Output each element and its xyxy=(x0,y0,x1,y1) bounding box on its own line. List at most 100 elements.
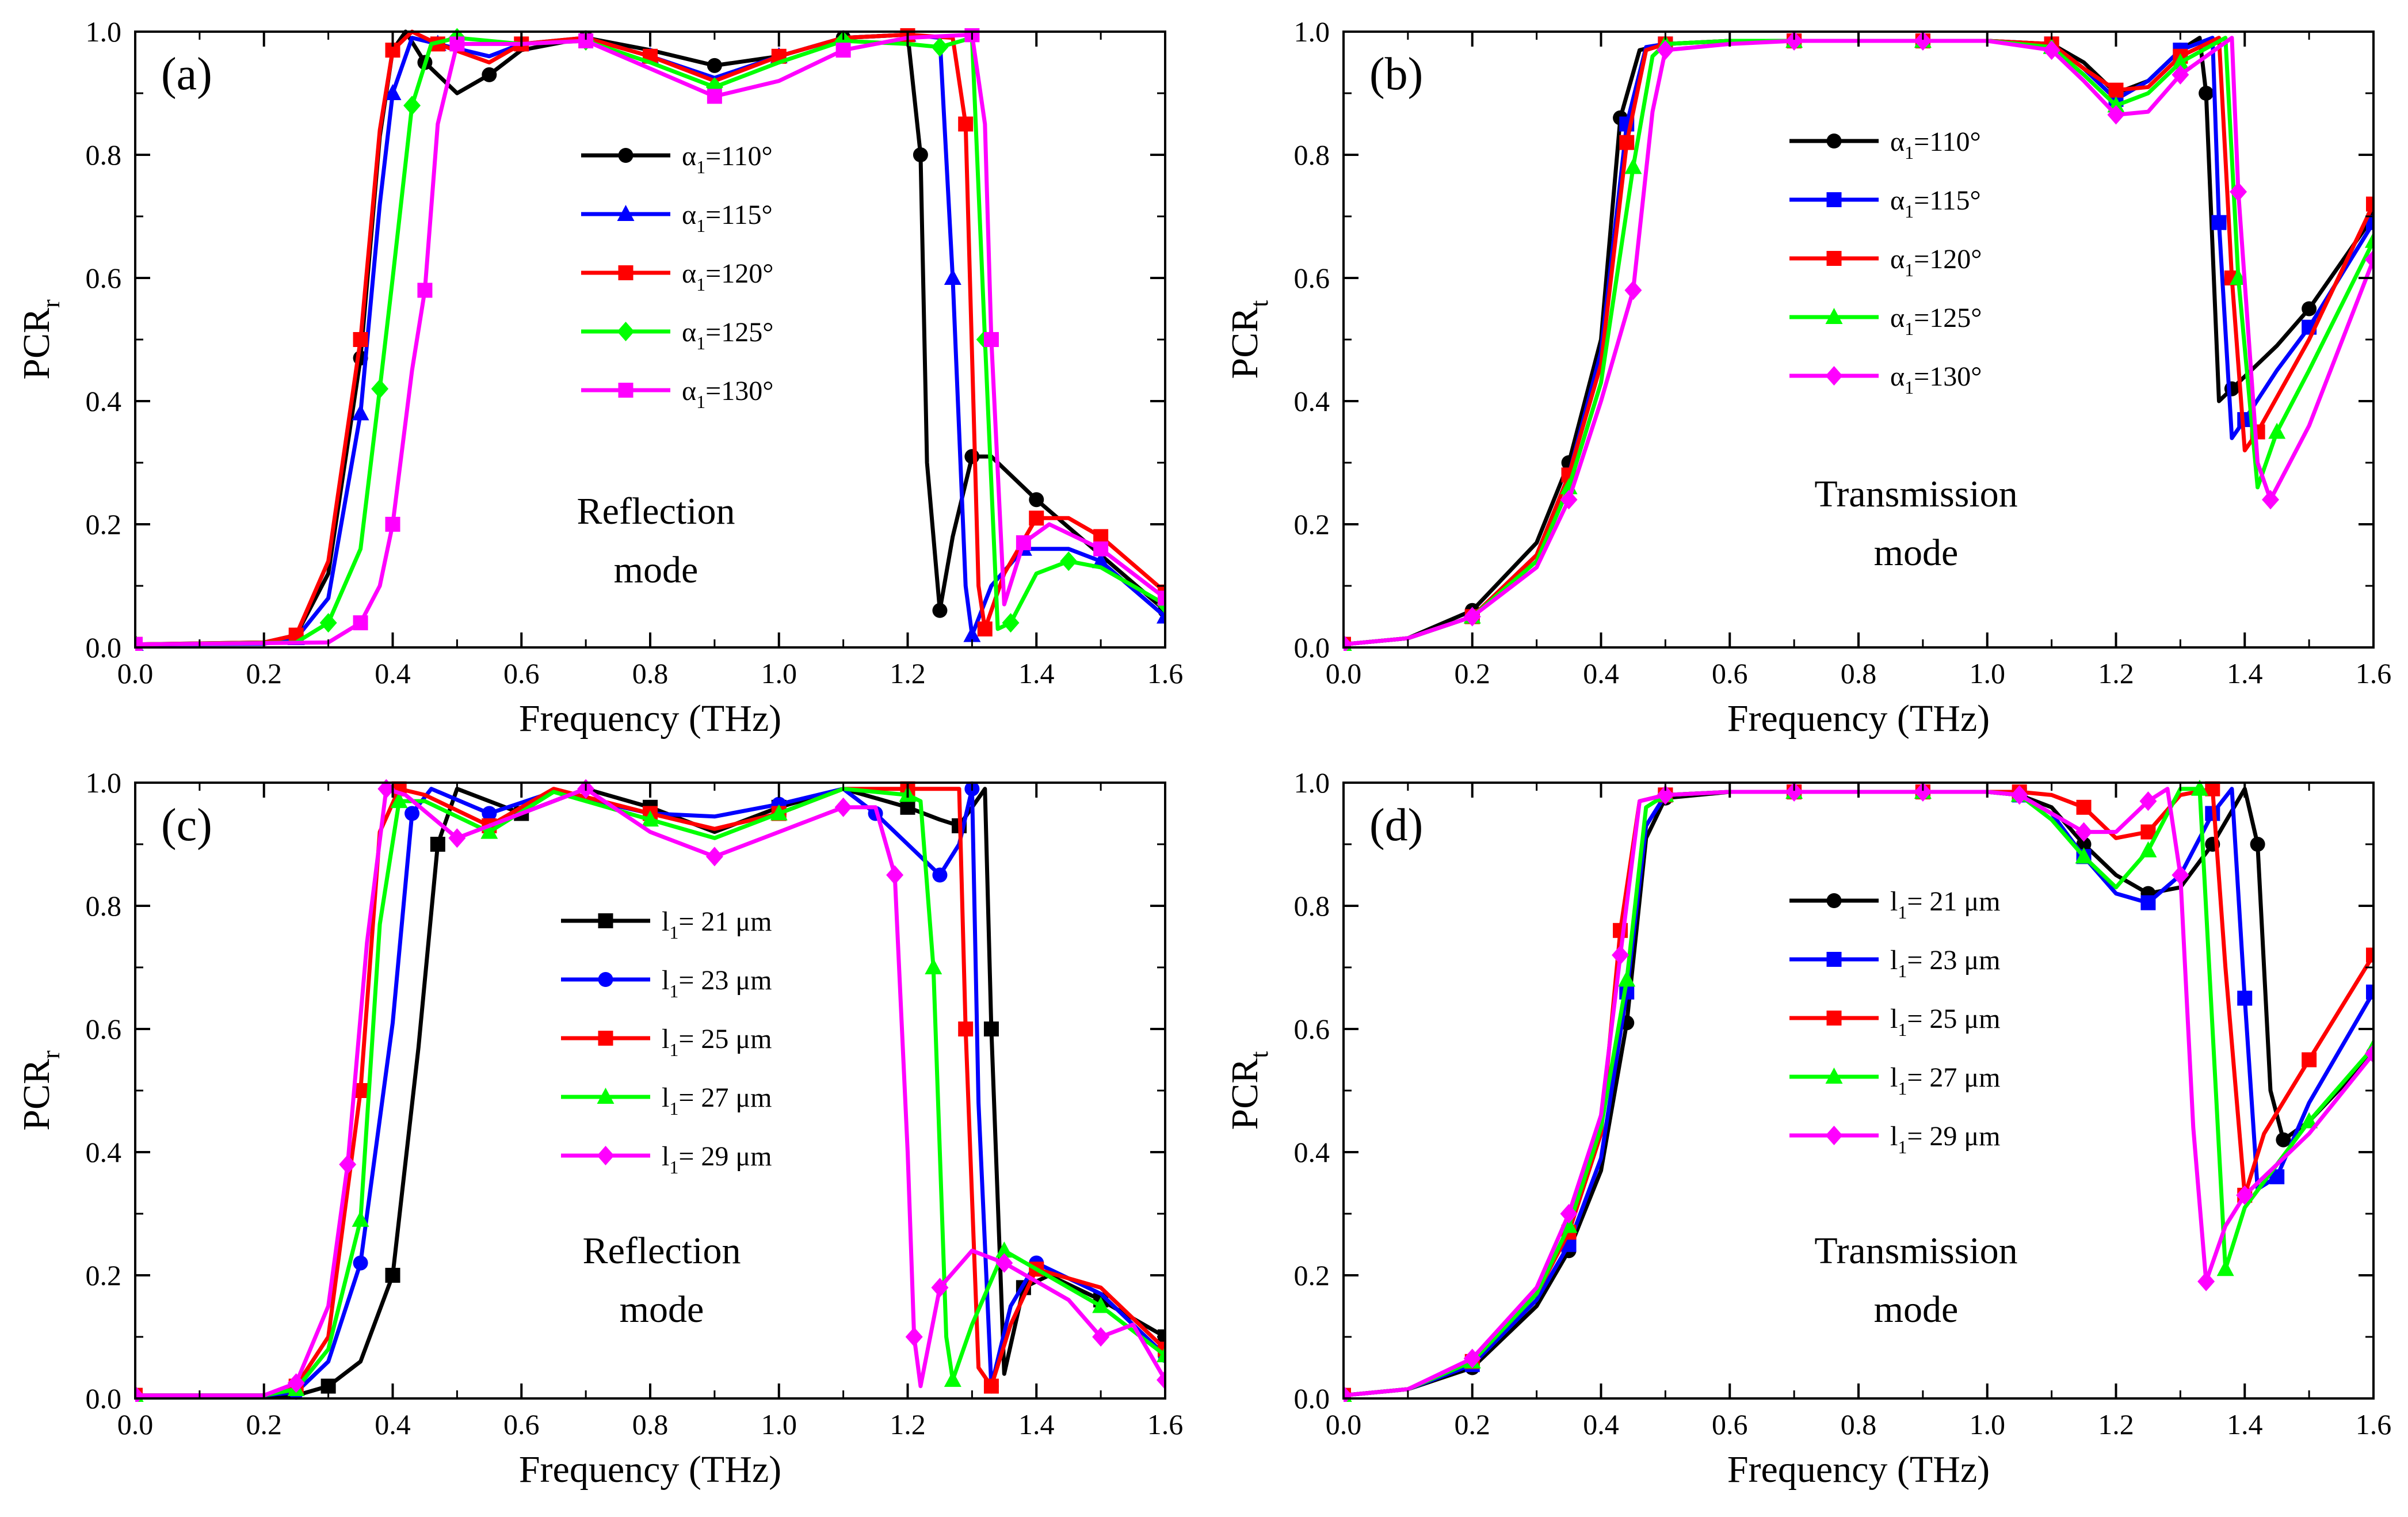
legend-label: l1= 23 μm xyxy=(662,965,772,1001)
x-tick-label: 0.0 xyxy=(117,1408,154,1440)
series-5 xyxy=(1344,31,2373,651)
legend-marker xyxy=(1825,1126,1843,1145)
data-point xyxy=(1093,541,1109,557)
data-point xyxy=(390,792,408,809)
series-4 xyxy=(135,28,1165,651)
data-point xyxy=(2268,422,2286,439)
data-point xyxy=(2262,490,2279,510)
legend-marker xyxy=(618,265,634,280)
data-point xyxy=(1560,1217,1578,1233)
y-tick-label: 0.6 xyxy=(1294,262,1330,294)
data-point xyxy=(983,1378,999,1394)
y-tick-label: 0.6 xyxy=(86,1013,122,1045)
data-point xyxy=(2230,182,2247,202)
x-tick-label: 1.0 xyxy=(1970,657,2006,689)
series-line xyxy=(135,29,1165,647)
legend-label: l1= 25 μm xyxy=(1890,1004,2000,1040)
legend-label: α1=120° xyxy=(682,258,773,295)
legend-label: α1=115° xyxy=(682,200,773,236)
data-point xyxy=(1060,551,1078,571)
series-line xyxy=(135,32,1165,647)
data-point xyxy=(2075,847,2093,864)
mode-annotation: mode xyxy=(1874,1289,1959,1331)
series-3 xyxy=(1344,781,2373,1402)
y-tick-label: 0.8 xyxy=(1294,139,1330,171)
data-point xyxy=(2197,1271,2215,1291)
data-point xyxy=(1914,782,1932,802)
data-point xyxy=(2108,82,2124,98)
data-point xyxy=(983,1022,999,1036)
data-point xyxy=(1016,535,1031,551)
data-point xyxy=(403,96,421,116)
data-point xyxy=(2076,799,2092,815)
legend-label: l1= 23 μm xyxy=(1890,945,2000,981)
data-point xyxy=(339,1154,357,1175)
legend-label: α1=110° xyxy=(682,141,773,177)
data-point xyxy=(1158,590,1165,606)
data-point xyxy=(1785,31,1803,51)
x-axis-label: Frequency (THz) xyxy=(1727,697,1990,740)
x-tick-label: 0.4 xyxy=(375,1408,411,1440)
x-tick-label: 1.0 xyxy=(761,657,797,689)
x-tick-label: 1.2 xyxy=(890,657,926,689)
legend-marker xyxy=(618,148,634,163)
legend-label: α1=130° xyxy=(682,376,773,412)
data-point xyxy=(2211,215,2227,230)
y-tick-label: 1.0 xyxy=(86,16,122,48)
data-point xyxy=(931,1278,949,1298)
data-point xyxy=(2172,64,2189,85)
y-tick-label: 0.8 xyxy=(1294,890,1330,922)
mode-annotation: mode xyxy=(614,549,699,591)
data-point xyxy=(944,1370,961,1387)
data-point xyxy=(958,1022,974,1036)
x-tick-label: 0.6 xyxy=(1712,657,1748,689)
data-point xyxy=(995,1241,1013,1258)
y-tick-label: 1.0 xyxy=(1294,767,1330,799)
data-point xyxy=(1092,1297,1110,1313)
legend-label: α1=125° xyxy=(1890,303,1982,339)
legend-marker xyxy=(1826,192,1842,207)
series-5 xyxy=(1344,782,2373,1402)
data-point xyxy=(2075,822,2093,842)
data-point xyxy=(2010,785,2028,805)
x-tick-label: 0.0 xyxy=(117,657,154,689)
data-point xyxy=(430,837,445,852)
x-tick-label: 0.6 xyxy=(503,1408,540,1440)
data-point xyxy=(353,615,368,631)
data-point xyxy=(1618,970,1636,987)
legend-marker xyxy=(1826,952,1842,967)
data-point xyxy=(1002,613,1020,633)
x-axis-label: Frequency (THz) xyxy=(1727,1449,1990,1491)
legend-marker xyxy=(597,1088,615,1104)
x-tick-label: 0.6 xyxy=(1712,1408,1748,1440)
panel-label: (c) xyxy=(161,800,212,851)
legend-label: l1= 21 μm xyxy=(662,906,772,943)
mode-annotation: Reflection xyxy=(583,1230,741,1272)
x-tick-label: 0.2 xyxy=(246,657,283,689)
series-line xyxy=(1344,36,2373,647)
data-point xyxy=(2172,865,2189,885)
data-point xyxy=(2230,269,2247,285)
data-point xyxy=(2365,249,2373,269)
series-line xyxy=(1344,36,2373,647)
data-point xyxy=(2365,231,2373,248)
legend: l1= 21 μm l1= 23 μm l1= 25 μm l1= 27 μm l1= … xyxy=(1789,886,2000,1157)
data-point xyxy=(925,958,942,974)
data-point xyxy=(983,332,999,347)
data-point xyxy=(2172,53,2189,70)
legend-label: l1= 25 μm xyxy=(662,1024,772,1060)
legend-marker xyxy=(1826,251,1842,266)
legend: l1= 21 μm l1= 23 μm l1= 25 μm l1= 27 μm l1= … xyxy=(561,906,772,1177)
data-point xyxy=(371,379,389,399)
data-point xyxy=(1157,1370,1165,1390)
legend-marker xyxy=(1826,893,1842,908)
x-tick-label: 1.4 xyxy=(2227,1408,2263,1440)
data-point xyxy=(482,806,497,821)
legend-marker xyxy=(1825,308,1843,324)
legend-label: α1=130° xyxy=(1890,361,1982,398)
data-point xyxy=(905,1327,923,1347)
data-point xyxy=(1785,782,1803,802)
data-point xyxy=(707,89,722,104)
x-tick-label: 1.4 xyxy=(1018,1408,1055,1440)
